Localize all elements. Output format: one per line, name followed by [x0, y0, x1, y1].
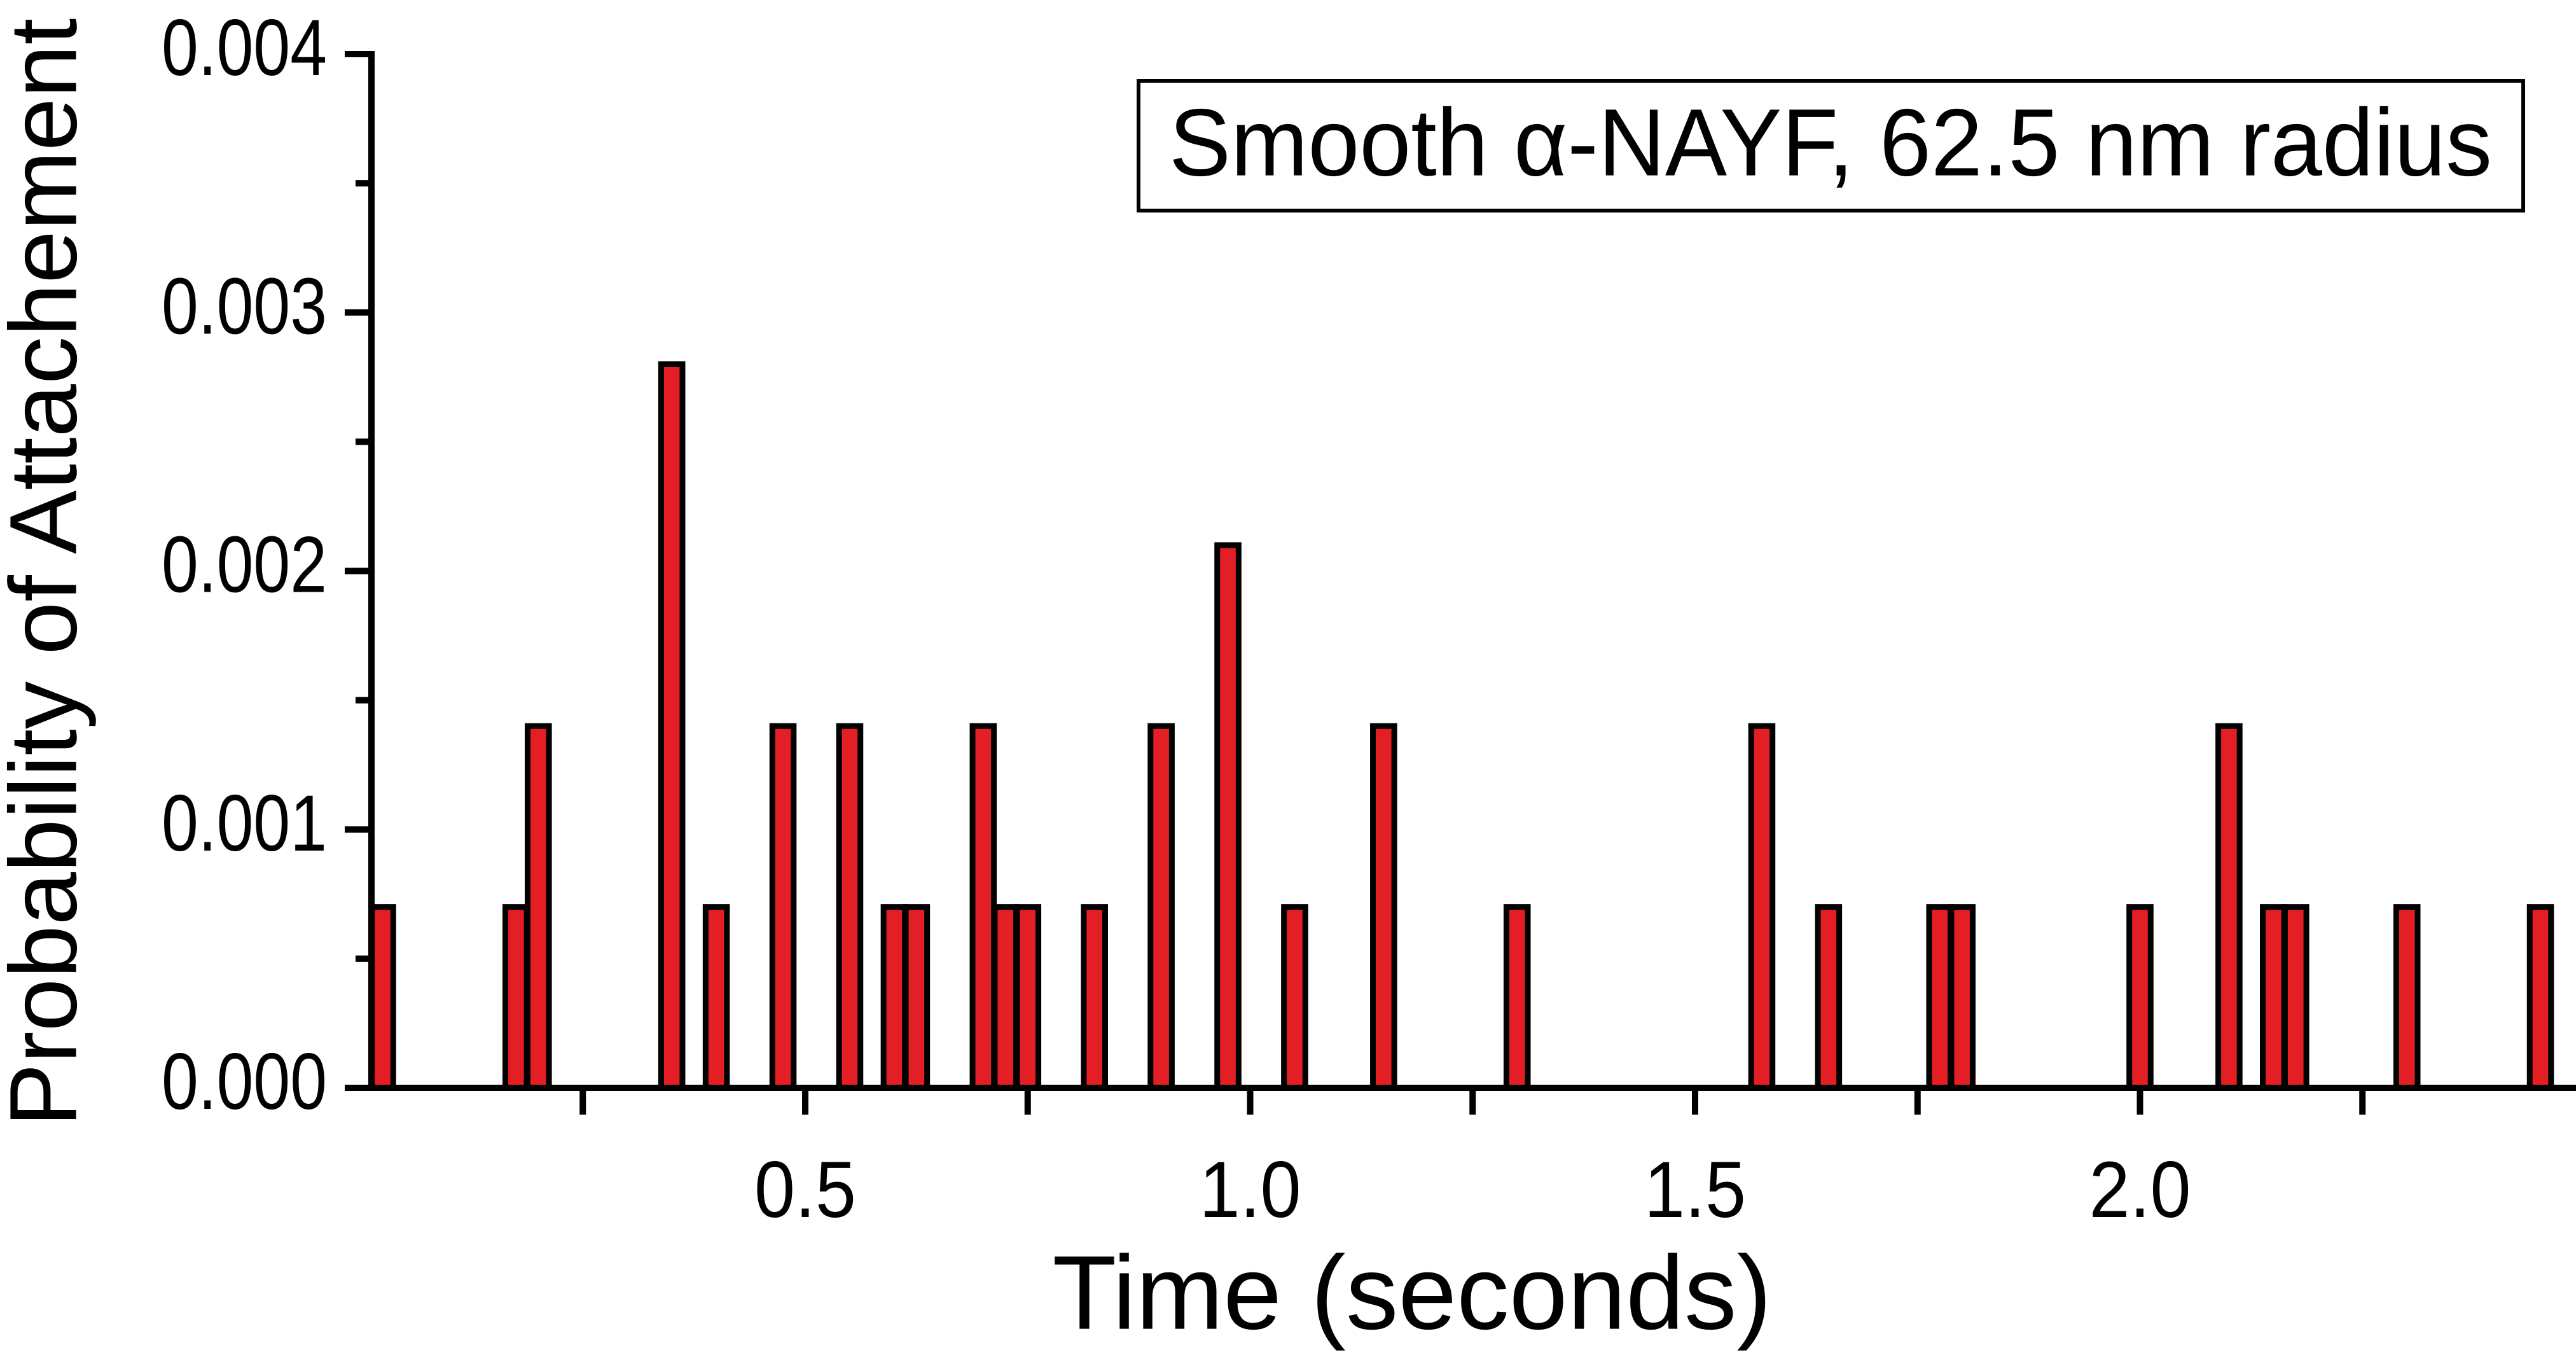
x-tick-label: 1.0: [1200, 1146, 1301, 1234]
bar: [2526, 904, 2554, 1091]
bar: [525, 723, 552, 1091]
bar: [1214, 542, 1242, 1091]
y-tick-label: 0.003: [162, 262, 327, 351]
y-tick-label: 0.002: [162, 521, 327, 609]
bar: [1815, 904, 1843, 1091]
bar: [2282, 904, 2309, 1091]
bar: [1147, 723, 1175, 1091]
bar: [903, 904, 931, 1091]
bar: [836, 723, 864, 1091]
bar: [992, 904, 1020, 1091]
y-axis-title: Probability of Attachement: [0, 18, 97, 1127]
x-tick-label: 0.5: [754, 1146, 856, 1234]
y-tick-label: 0.000: [162, 1038, 327, 1126]
bar: [2260, 904, 2287, 1091]
chart-title: Smooth α-NAYF, 62.5 nm radius: [1169, 89, 2492, 196]
bar: [2393, 904, 2421, 1091]
bar: [658, 361, 686, 1091]
bar: [1370, 723, 1397, 1091]
bar: [1281, 904, 1308, 1091]
bar: [1948, 904, 1976, 1091]
bar: [2215, 723, 2243, 1091]
title-box: [1137, 79, 2525, 212]
bar: [880, 904, 908, 1091]
x-tick-label: 1.5: [1644, 1146, 1746, 1234]
x-axis-title: Time (seconds): [1053, 1234, 1772, 1351]
bar: [502, 904, 530, 1091]
y-tick-label: 0.004: [162, 4, 327, 92]
bar: [1926, 904, 1954, 1091]
bar: [2126, 904, 2154, 1091]
bar: [369, 904, 396, 1091]
y-tick-label: 0.001: [162, 779, 327, 868]
bar: [769, 723, 797, 1091]
bar: [1014, 904, 1042, 1091]
x-tick-label: 2.0: [2089, 1146, 2191, 1234]
bar: [702, 904, 730, 1091]
bar: [1503, 904, 1531, 1091]
bar: [1081, 904, 1108, 1091]
bar: [1748, 723, 1776, 1091]
bar: [969, 723, 997, 1091]
